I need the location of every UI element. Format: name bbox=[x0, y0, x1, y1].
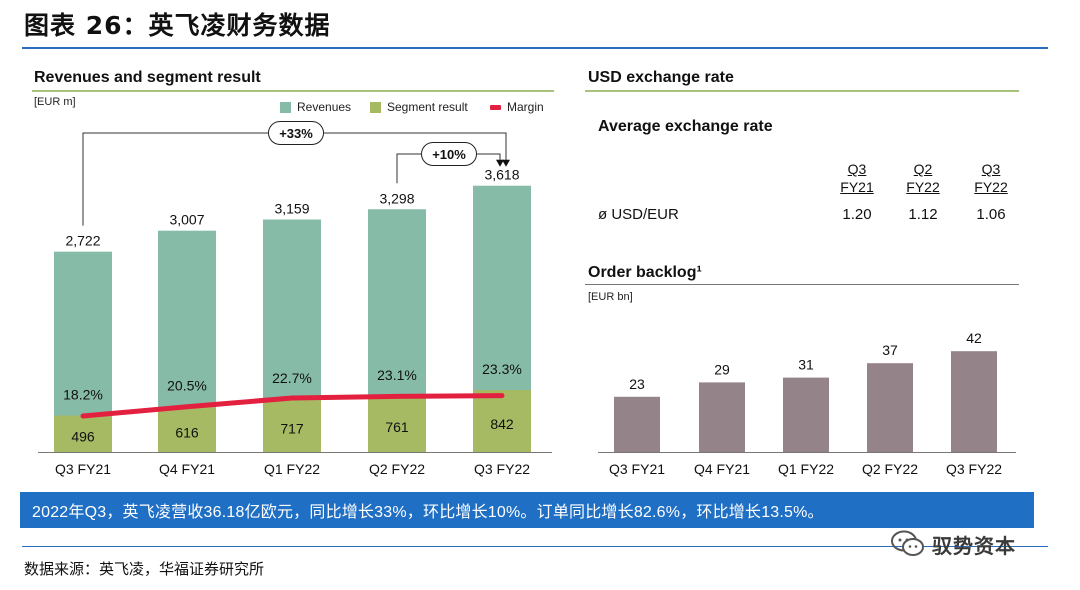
backlog-chart-unit: [EUR bn] bbox=[588, 291, 633, 303]
backlog-chart-rule bbox=[585, 284, 1019, 285]
fx-value-q2-fy22: 1.12 bbox=[908, 206, 938, 223]
summary-banner: 2022年Q3，英飞凌营收36.18亿欧元，同比增长33%，环比增长10%。订单… bbox=[20, 492, 1034, 528]
fx-subtitle: Average exchange rate bbox=[598, 118, 773, 135]
segment-result-bar bbox=[263, 399, 321, 452]
legend-swatch-segment-result bbox=[370, 101, 381, 113]
fx-value-q3-fy21: 1.20 bbox=[842, 206, 872, 223]
fx-value-q3-fy22: 1.06 bbox=[976, 206, 1006, 223]
backlog-data-label: 29 bbox=[714, 361, 730, 377]
backlog-bar bbox=[951, 351, 997, 452]
fx-col-q3-fy21: Q3 FY21 bbox=[832, 160, 882, 196]
watermark-text: 驭势资本 bbox=[932, 533, 1016, 558]
revenue-segment-chart: 2,722 496 Q3 FY21 18.2% 3,007 616 Q4 FY21 20.5%… bbox=[38, 132, 552, 477]
backlog-bar bbox=[867, 363, 913, 452]
source-note: 数据来源：英飞凌，华福证券研究所 bbox=[24, 560, 265, 578]
legend-label-revenues: Revenues bbox=[297, 100, 352, 114]
backlog-x-tick-label: Q3 FY22 bbox=[946, 461, 1002, 477]
backlog-bar bbox=[699, 382, 745, 452]
segment-result-bar bbox=[54, 415, 112, 452]
summary-text: 2022年Q3，英飞凌营收36.18亿欧元，同比增长33%，环比增长10%。订单… bbox=[32, 504, 824, 521]
fx-col-top: Q2 bbox=[913, 161, 933, 177]
footer-divider bbox=[22, 546, 1048, 547]
qoq-growth-callout: +10% bbox=[421, 142, 477, 166]
margin-data-label: 22.7% bbox=[272, 370, 312, 386]
revenue-data-label: 3,618 bbox=[484, 167, 519, 183]
segment-data-label: 616 bbox=[175, 424, 199, 440]
qoq-arrowhead bbox=[496, 159, 504, 167]
legend-swatch-revenues bbox=[280, 101, 291, 113]
x-tick-label: Q2 FY22 bbox=[369, 461, 425, 477]
backlog-x-tick-label: Q3 FY21 bbox=[609, 461, 665, 477]
legend-swatch-margin bbox=[490, 104, 501, 110]
backlog-x-tick-label: Q4 FY21 bbox=[694, 461, 750, 477]
margin-data-label: 18.2% bbox=[63, 386, 103, 402]
backlog-chart-title: Order backlog¹ bbox=[588, 264, 702, 281]
revenue-data-label: 3,298 bbox=[379, 190, 414, 206]
legend-margin: Margin bbox=[490, 99, 544, 115]
backlog-x-tick-label: Q1 FY22 bbox=[778, 461, 834, 477]
legend-label-margin: Margin bbox=[507, 100, 544, 114]
fx-col-top: Q3 bbox=[981, 161, 1001, 177]
revenue-chart-rule bbox=[32, 90, 554, 92]
order-backlog-chart: 23 Q3 FY21 29 Q4 FY21 31 Q1 FY22 37 Q2 FY22 42 Q3… bbox=[598, 330, 1016, 477]
fx-col-bottom: FY22 bbox=[906, 179, 940, 195]
backlog-data-label: 23 bbox=[629, 376, 645, 392]
margin-data-label: 20.5% bbox=[167, 378, 207, 394]
segment-result-bar bbox=[368, 395, 426, 452]
x-tick-label: Q1 FY22 bbox=[264, 461, 320, 477]
revenue-chart-unit: [EUR m] bbox=[34, 96, 76, 108]
segment-data-label: 842 bbox=[490, 416, 514, 432]
fx-col-bottom: FY22 bbox=[974, 179, 1008, 195]
yoy-growth-callout: +33% bbox=[268, 121, 324, 145]
segment-result-bar bbox=[473, 390, 531, 452]
revenue-chart-title: Revenues and segment result bbox=[34, 69, 261, 86]
fx-col-q3-fy22: Q3 FY22 bbox=[966, 160, 1016, 196]
legend-segment-result: Segment result bbox=[370, 99, 468, 115]
fx-panel-title: USD exchange rate bbox=[588, 69, 734, 86]
backlog-data-label: 42 bbox=[966, 330, 982, 346]
legend-revenues: Revenues bbox=[280, 99, 351, 115]
margin-data-label: 23.1% bbox=[377, 367, 417, 383]
x-tick-label: Q3 FY22 bbox=[474, 461, 530, 477]
figure-title: 图表 26：英飞凌财务数据 bbox=[24, 11, 331, 40]
backlog-bar bbox=[783, 377, 829, 452]
legend-label-segment-result: Segment result bbox=[387, 100, 468, 114]
revenue-data-label: 3,159 bbox=[274, 200, 309, 216]
margin-data-label: 23.3% bbox=[482, 361, 522, 377]
backlog-x-tick-label: Q2 FY22 bbox=[862, 461, 918, 477]
segment-data-label: 761 bbox=[385, 419, 409, 435]
segment-result-bar bbox=[158, 406, 216, 452]
fx-panel-rule bbox=[585, 90, 1019, 92]
fx-row-label: ø USD/EUR bbox=[598, 206, 679, 223]
fx-col-bottom: FY21 bbox=[840, 179, 874, 195]
segment-data-label: 717 bbox=[280, 421, 304, 437]
x-tick-label: Q4 FY21 bbox=[159, 461, 215, 477]
watermark: 驭势资本 bbox=[890, 526, 1016, 562]
wechat-icon bbox=[891, 530, 924, 556]
backlog-bar bbox=[614, 396, 660, 452]
revenue-data-label: 2,722 bbox=[65, 233, 100, 249]
revenue-data-label: 3,007 bbox=[169, 212, 204, 228]
segment-data-label: 496 bbox=[71, 429, 95, 445]
margin-line bbox=[80, 393, 505, 419]
backlog-data-label: 31 bbox=[798, 357, 814, 373]
fx-col-top: Q3 bbox=[847, 161, 867, 177]
backlog-data-label: 37 bbox=[882, 342, 898, 358]
fx-col-q2-fy22: Q2 FY22 bbox=[898, 160, 948, 196]
yoy-arrowhead bbox=[502, 159, 510, 167]
x-tick-label: Q3 FY21 bbox=[55, 461, 111, 477]
title-divider bbox=[22, 47, 1048, 49]
